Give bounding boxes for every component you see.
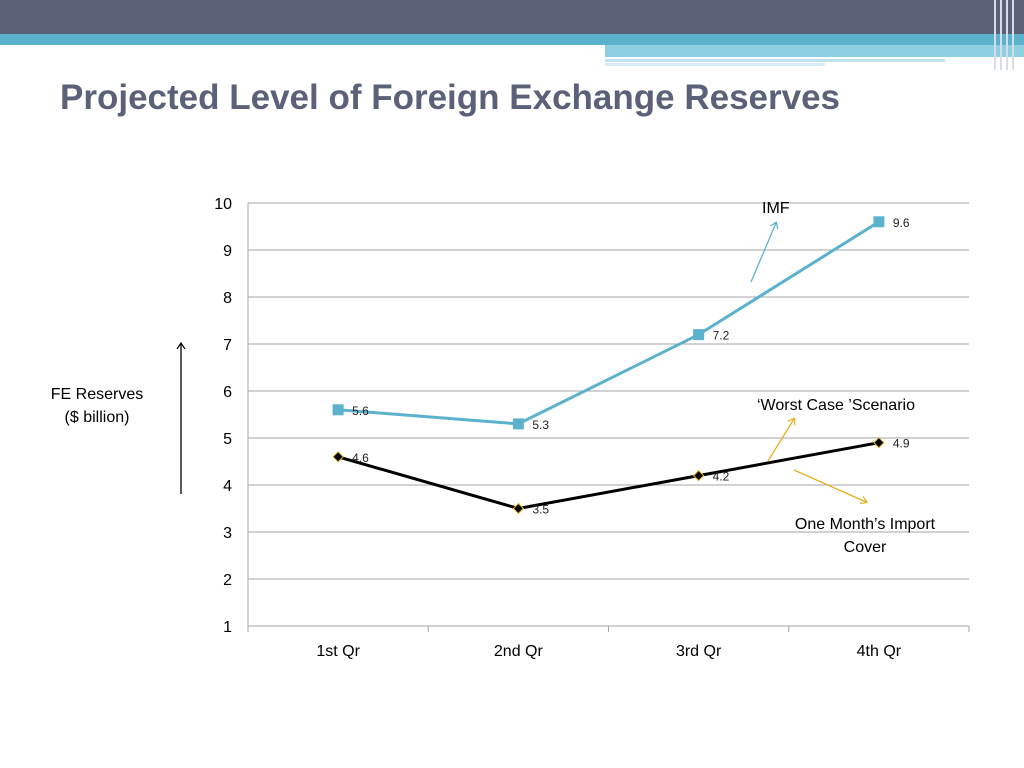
y-tick-label: 4 (223, 478, 232, 495)
worst-case-data-label: 4.2 (713, 470, 730, 484)
worst-case-data-label: 4.9 (893, 437, 910, 451)
imf-arrow (750, 223, 776, 283)
x-tick-label: 2nd Qr (494, 643, 544, 660)
header-accent-stripe-light (605, 45, 1024, 57)
worst-case-point (873, 436, 885, 449)
slide-title: Projected Level of Foreign Exchange Rese… (60, 78, 841, 117)
worst-case-annotation: ‘Worst Case ’Scenario (757, 397, 915, 414)
y-axis-label-line2: ($ billion) (64, 409, 130, 426)
worst-case-data-label: 3.5 (532, 503, 549, 517)
imf-point (512, 418, 524, 430)
y-tick-label: 9 (223, 243, 232, 260)
header-bar (0, 0, 1024, 34)
worst-case-point (332, 451, 344, 463)
y-tick-label: 3 (223, 525, 232, 542)
imf-data-label: 5.6 (352, 404, 369, 418)
y-tick-label: 10 (214, 196, 232, 213)
y-axis-label-line1: FE Reserves (50, 386, 144, 403)
worst-case-point (512, 502, 525, 515)
imf-data-label: 9.6 (893, 216, 910, 230)
worst-case-data-label: 4.6 (352, 451, 369, 465)
x-tick-label: 4th Qr (857, 643, 902, 660)
y-tick-label: 2 (223, 572, 232, 589)
header-accent-line-faint (605, 63, 825, 66)
y-tick-label: 8 (223, 290, 232, 307)
y-tick-label: 1 (223, 619, 232, 636)
x-tick-label: 3rd Qr (676, 643, 722, 660)
one-month-annotation: One Month’s Import Cover (794, 516, 936, 556)
imf-data-label: 5.3 (532, 418, 549, 432)
imf-series-line (338, 220, 880, 426)
x-tick-label: 1st Qr (316, 643, 360, 660)
worst-case-series-line (337, 441, 880, 511)
imf-data-label: 7.2 (713, 329, 730, 343)
imf-point (873, 216, 885, 228)
y-tick-label: 7 (223, 337, 232, 354)
header-accent-stripe (0, 34, 1024, 45)
worst-case-point (692, 469, 705, 482)
imf-point (693, 329, 705, 341)
y-tick-label: 5 (223, 431, 232, 448)
one-month-arrow (793, 469, 866, 502)
imf-annotation: IMF (762, 200, 790, 217)
header-accent-line (605, 59, 945, 62)
worst-case-arrow (767, 419, 794, 462)
y-tick-label: 6 (223, 384, 232, 401)
y-axis-label: FE Reserves ($ billion) (30, 383, 164, 429)
imf-point (332, 404, 344, 416)
corner-decoration (990, 0, 1024, 70)
